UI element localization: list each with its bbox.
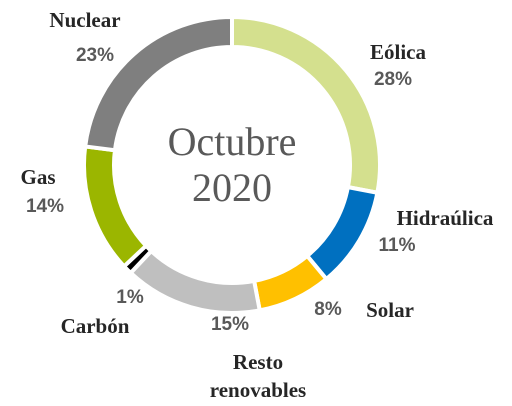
category-label: Resto renovables (209, 350, 307, 402)
center-line: 2020 (192, 165, 272, 210)
value-label: 14% (25, 196, 65, 217)
value-label: 28% (373, 69, 413, 90)
donut-segment (82, 14, 234, 153)
value-label: 1% (116, 287, 144, 308)
value-label: 15% (210, 314, 250, 335)
center-label: Octubre 2020 (132, 119, 332, 211)
category-label: Eólica (370, 40, 426, 64)
donut-segment (127, 248, 263, 315)
value-label: 11% (378, 235, 416, 256)
value-label: 23% (75, 45, 115, 66)
center-line: Octubre (167, 119, 297, 164)
category-label: Hidraúlica (396, 206, 494, 230)
category-label: Nuclear (49, 8, 121, 32)
category-label: Gas (20, 165, 56, 189)
category-label: Solar (366, 298, 414, 322)
category-label: Carbón (60, 314, 130, 338)
value-label: 8% (314, 299, 342, 320)
